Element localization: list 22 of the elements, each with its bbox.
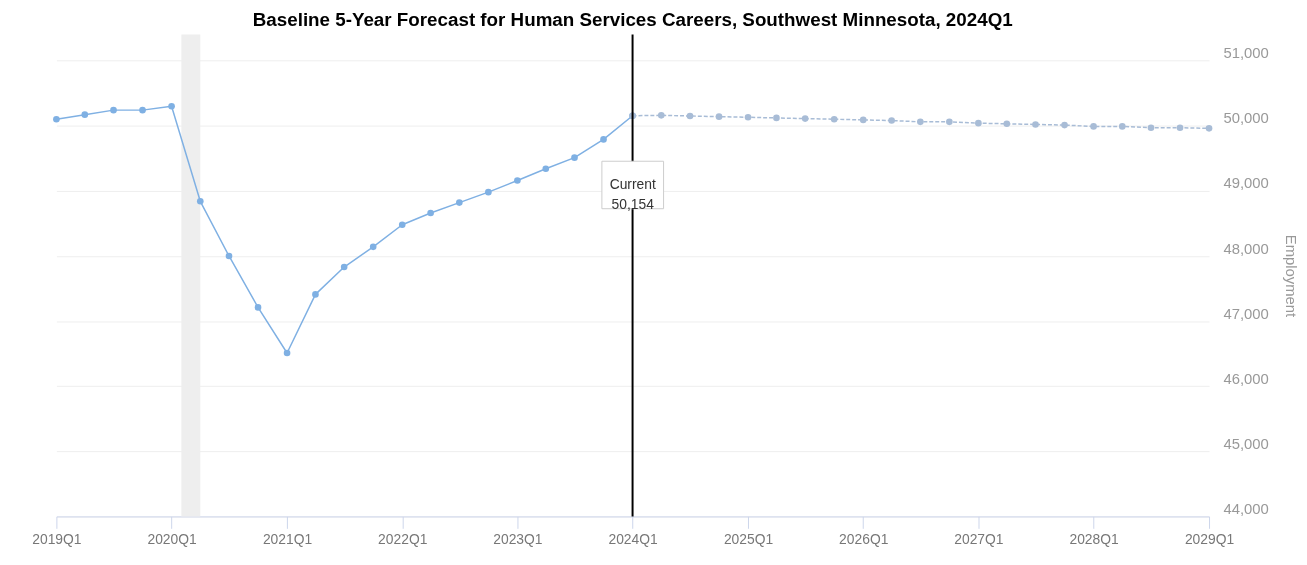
y-axis-title: Employment	[1282, 234, 1299, 319]
y-tick-label: 48,000	[1223, 240, 1269, 257]
annotation: Current 50,154	[609, 175, 656, 212]
x-tick-label: 2027Q1	[954, 530, 1004, 547]
x-tick-label: 2019Q1	[32, 530, 82, 547]
x-tick-label: 2023Q1	[493, 530, 543, 547]
x-tick-label: 2024Q1	[608, 530, 658, 547]
x-tick-label: 2026Q1	[839, 530, 889, 547]
x-tick-label: 2021Q1	[262, 530, 313, 547]
x-tick-label: 2029Q1	[1184, 530, 1235, 547]
y-tick-label: 44,000	[1223, 500, 1269, 517]
x-tick-label: 2028Q1	[1069, 530, 1119, 547]
y-tick-label: 47,000	[1223, 305, 1269, 322]
x-tick-label: 2022Q1	[378, 530, 428, 547]
y-tick-label: 50,000	[1223, 110, 1269, 127]
y-tick-label: 49,000	[1223, 175, 1269, 192]
chart-title: Baseline 5-Year Forecast for Human Services Careers, Southwest Minnesota, 2024Q1	[252, 8, 1013, 30]
y-tick-label: 45,000	[1223, 435, 1269, 452]
x-tick-label: 2020Q1	[147, 530, 197, 547]
y-tick-label: 46,000	[1223, 370, 1269, 387]
y-tick-label: 51,000	[1223, 45, 1269, 62]
x-tick-label: 2025Q1	[723, 530, 774, 547]
